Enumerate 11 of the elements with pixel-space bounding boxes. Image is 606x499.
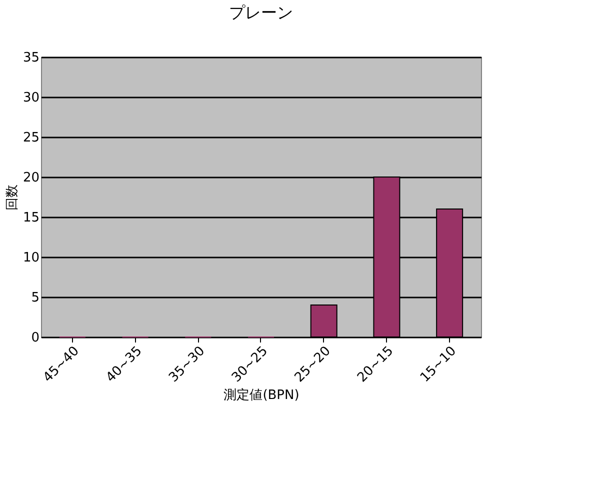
y-axis-title: 回数 <box>4 184 20 210</box>
y-tick-label: 10 <box>22 250 40 266</box>
chart-title: プレーン <box>229 3 293 22</box>
y-tick-label: 15 <box>22 210 40 226</box>
y-tick-label: 0 <box>31 330 40 346</box>
y-tick-label: 35 <box>22 50 40 66</box>
x-axis-title: 測定値(BPN) <box>224 388 300 403</box>
y-tick-label: 30 <box>22 90 40 106</box>
y-tick-label: 5 <box>31 290 40 306</box>
y-tick-label: 20 <box>22 170 40 186</box>
y-tick-label: 25 <box>22 130 40 146</box>
